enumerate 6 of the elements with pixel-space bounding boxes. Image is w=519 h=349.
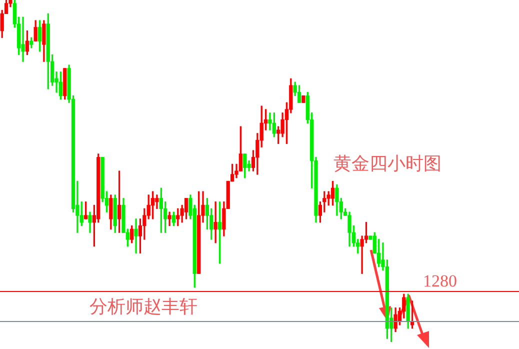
text: 黄金四小时图: [334, 154, 442, 175]
candlestick: [214, 201, 218, 244]
annotation: 分析师赵丰轩: [89, 296, 198, 318]
candlestick: [21, 16, 25, 62]
annotation: 1280: [422, 271, 457, 290]
candlestick: [134, 218, 138, 254]
